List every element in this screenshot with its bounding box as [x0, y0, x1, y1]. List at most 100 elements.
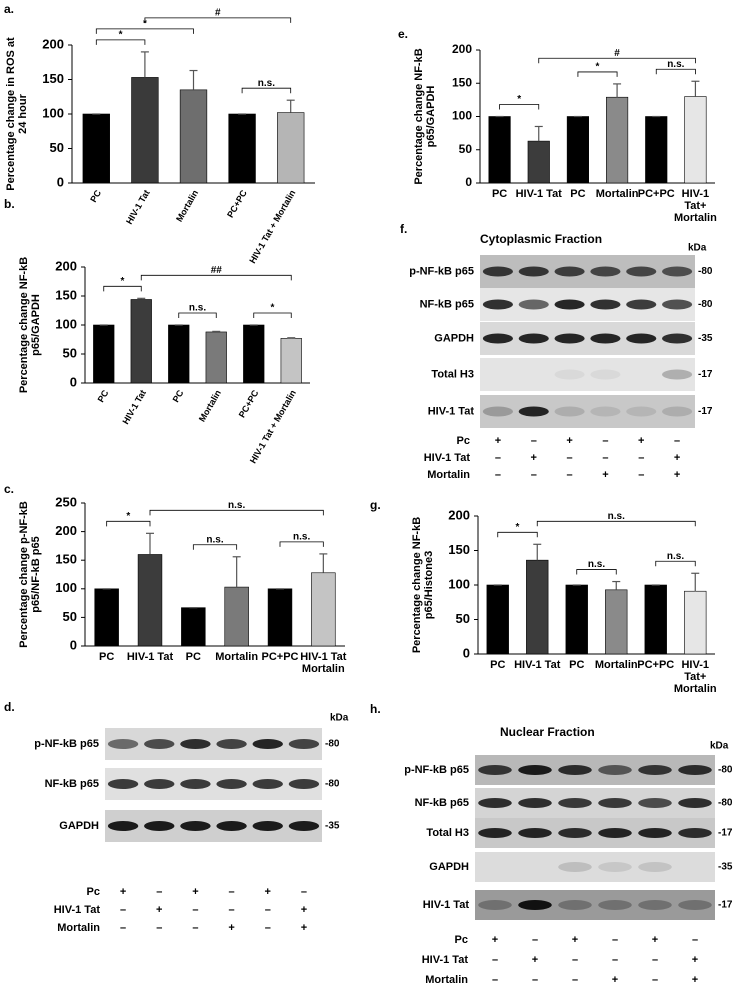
x-label-box: Mortalin: [215, 651, 258, 663]
blot-strip: [480, 358, 695, 391]
bar: [93, 324, 115, 384]
condition-sign: –: [265, 904, 271, 916]
condition-sign: +: [228, 922, 234, 934]
y-tick-label: 0: [70, 374, 77, 389]
band: [478, 798, 512, 808]
x-label-box: PC: [569, 659, 584, 671]
bar: [82, 113, 110, 184]
band: [144, 739, 175, 749]
condition-sign: –: [120, 904, 126, 916]
x-tick-label: HIV-1 Tat: [515, 188, 562, 200]
significance-bracket: n.s.: [655, 551, 696, 567]
marker-label: -17: [718, 900, 733, 911]
blot-row-label: GAPDH: [59, 820, 99, 832]
bracket: [536, 520, 696, 527]
band: [638, 862, 672, 872]
panel: f. Cytoplasmic Fraction kDa p-NF-kB p65 -80 N…: [400, 222, 713, 481]
x-label-box: PC: [492, 188, 507, 200]
bar: [606, 96, 629, 184]
band: [662, 369, 693, 380]
significance-label: #: [614, 48, 620, 59]
band: [482, 333, 513, 344]
x-tick-label: HIV-1 Tat: [514, 659, 561, 671]
error-bar: [140, 51, 149, 78]
panel: b. 0 50 100 150 200 Percentage change NF-kB p6…: [4, 197, 310, 465]
significance-label: n.s.: [206, 534, 223, 545]
condition-sign: –: [692, 934, 698, 946]
significance-bracket: *: [95, 30, 146, 45]
bracket: [655, 68, 696, 75]
y-label-box: Percentage change NF-kB p65/GAPDH: [18, 257, 42, 393]
x-tick-label: HIV-1 Tat Mortalin: [300, 651, 347, 675]
x-label-box: PC+PC: [637, 188, 675, 200]
bar: [526, 559, 549, 655]
x-tick-label: PC: [490, 659, 506, 671]
x-tick-label: Mortalin: [594, 659, 638, 671]
band: [478, 828, 512, 838]
significance-label: n.s.: [588, 559, 605, 570]
bar: [224, 586, 249, 647]
condition-sign: +: [612, 974, 618, 986]
blot-strip: [105, 728, 322, 760]
blot-strip: [475, 890, 715, 920]
y-tick-label: 100: [55, 316, 77, 331]
band: [590, 266, 621, 277]
condition-sign: –: [265, 922, 271, 934]
y-axis-label: Percentage change in ROS at 24 hour: [5, 37, 29, 191]
band: [180, 739, 211, 749]
marker-label: -80: [698, 299, 713, 310]
bar: [131, 77, 159, 184]
y-label-box: Percentage change NF-kB p65/GAPDH: [413, 48, 437, 184]
band: [590, 333, 621, 344]
bar: [644, 584, 667, 655]
marker-label: -17: [698, 369, 713, 380]
significance-bracket: ##: [140, 265, 292, 281]
condition-sign: –: [602, 435, 608, 447]
band: [252, 739, 283, 749]
significance-bracket: *: [577, 62, 618, 77]
significance-label: n.s.: [189, 303, 206, 314]
condition-sign: +: [532, 954, 538, 966]
condition-sign: +: [692, 974, 698, 986]
band: [638, 828, 672, 838]
x-label-box: HIV-1 Tat: [127, 651, 173, 663]
x-tick-label: HIV-1 Tat+ Mortalin: [673, 659, 717, 695]
band: [288, 739, 320, 749]
condition-label: Pc: [457, 435, 470, 447]
band: [180, 779, 211, 789]
band: [638, 798, 672, 808]
significance-label: n.s.: [608, 511, 625, 522]
error-bar: [691, 572, 700, 592]
blot-row-label: GAPDH: [434, 332, 474, 344]
band: [107, 739, 139, 749]
condition-sign: –: [572, 954, 578, 966]
bar: [684, 590, 707, 655]
significance-label: *: [121, 276, 125, 287]
band: [678, 765, 712, 775]
condition-sign: –: [602, 452, 608, 464]
x-tick-label: PC+PC: [637, 188, 675, 200]
significance-bracket: n.s.: [576, 559, 617, 575]
bracket: [279, 541, 324, 547]
band: [558, 765, 592, 775]
blot-strip: [105, 768, 322, 800]
x-label-box: HIV-1 Tat+ Mortalin: [673, 659, 717, 695]
bar: [168, 324, 190, 384]
significance-bracket: *: [95, 19, 194, 34]
blot-strip: [480, 255, 695, 288]
x-tick-label: PC+PC: [237, 388, 261, 420]
kda-label: kDa: [330, 713, 349, 724]
condition-label: Mortalin: [57, 922, 100, 934]
bar: [243, 324, 265, 384]
significance-bracket: n.s.: [149, 500, 324, 516]
panel: a. 0 50 100 150 200 Percentage change in ROS a…: [4, 2, 315, 265]
condition-sign: +: [492, 934, 498, 946]
panel: g. 0 50 100 150 200 Percentage change NF-kB p6…: [370, 498, 717, 695]
significance-bracket: n.s.: [279, 532, 324, 547]
band: [558, 862, 592, 872]
bar: [179, 89, 208, 184]
bar: [605, 589, 628, 655]
significance-bracket: #: [538, 48, 696, 64]
marker-label: -17: [718, 828, 733, 839]
band: [662, 333, 693, 344]
